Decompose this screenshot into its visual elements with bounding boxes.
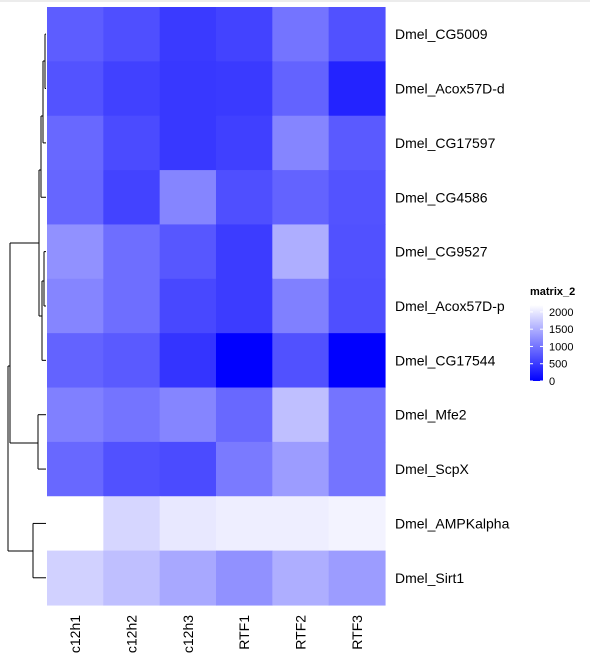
row-label: Dmel_CG9527 — [395, 244, 488, 260]
column-label: c12h1 — [67, 615, 83, 653]
heatmap-cell — [272, 387, 330, 443]
heatmap-cell — [159, 278, 217, 334]
heatmap-cell — [159, 170, 217, 226]
heatmap-cell — [215, 224, 273, 280]
row-label: Dmel_Acox57D-d — [395, 81, 505, 97]
row-labels: Dmel_CG5009 Dmel_Acox57D-d Dmel_CG17597 Dme… — [395, 26, 510, 586]
row-label: Dmel_CG17597 — [395, 135, 496, 151]
heatmap-cell — [103, 7, 161, 62]
heatmap-cell — [215, 278, 273, 334]
heatmap-cell — [47, 550, 104, 606]
legend-tick-label: 0 — [549, 376, 555, 388]
heatmap-cell — [47, 115, 104, 171]
row-label: Dmel_CG5009 — [395, 26, 488, 42]
heatmap-cell — [328, 550, 386, 606]
heatmap-cell — [103, 333, 161, 389]
heatmap-cell — [159, 387, 217, 443]
heatmap-cell — [103, 278, 161, 334]
heatmap-cell — [47, 333, 104, 389]
heatmap-cell — [215, 170, 273, 226]
heatmap-cell — [103, 115, 161, 171]
heatmap-cell — [328, 441, 386, 497]
row-label: Dmel_CG17544 — [395, 352, 496, 368]
heatmap-cell — [215, 61, 273, 117]
row-label: Dmel_Acox57D-p — [395, 298, 505, 314]
row-dendrogram — [7, 33, 46, 579]
row-label: Dmel_AMPKalpha — [395, 515, 510, 531]
heatmap-cell — [215, 496, 273, 552]
legend-ticks: 0 500 1000 1500 2000 — [530, 307, 573, 388]
heatmap-cell — [159, 550, 217, 606]
heatmap-cell — [47, 387, 104, 443]
heatmap-cell — [159, 496, 217, 552]
row-label: Dmel_ScpX — [395, 461, 470, 477]
heatmap-cell — [47, 441, 104, 497]
heatmap-cell — [47, 496, 104, 552]
heatmap-cell — [272, 170, 330, 226]
column-label: RTF2 — [292, 615, 308, 650]
heatmap-cell — [215, 7, 273, 62]
column-label: RTF1 — [236, 615, 252, 650]
heatmap-cell — [272, 278, 330, 334]
color-legend: matrix_2 0 500 1000 1500 2000 — [530, 286, 575, 388]
heatmap-cell — [215, 550, 273, 606]
heatmap-cell — [47, 61, 104, 117]
row-label: Dmel_Mfe2 — [395, 407, 467, 423]
heatmap-cell — [328, 61, 386, 117]
heatmap-cell — [215, 333, 273, 389]
legend-title: matrix_2 — [530, 286, 575, 298]
row-label: Dmel_Sirt1 — [395, 570, 464, 586]
legend-tick-label: 1000 — [549, 341, 573, 353]
heatmap-cells — [47, 7, 386, 606]
legend-tick-label: 2000 — [549, 307, 573, 319]
column-label: c12h2 — [123, 615, 139, 653]
heatmap-cell — [159, 7, 217, 62]
heatmap-cell — [328, 387, 386, 443]
heatmap-cell — [103, 441, 161, 497]
heatmap-cell — [159, 333, 217, 389]
heatmap-cell — [328, 170, 386, 226]
heatmap-cell — [103, 170, 161, 226]
heatmap-cell — [328, 7, 386, 62]
column-label: RTF3 — [349, 615, 365, 650]
legend-tick-label: 500 — [549, 359, 567, 371]
heatmap-cell — [215, 115, 273, 171]
heatmap-cell — [103, 496, 161, 552]
heatmap-cell — [272, 441, 330, 497]
heatmap-cell — [159, 115, 217, 171]
row-label: Dmel_CG4586 — [395, 189, 488, 205]
legend-tick-label: 1500 — [549, 324, 573, 336]
heatmap-cell — [103, 61, 161, 117]
heatmap-cell — [328, 496, 386, 552]
heatmap-cell — [103, 387, 161, 443]
column-label: c12h3 — [180, 615, 196, 653]
heatmap-cell — [272, 115, 330, 171]
heatmap-cell — [159, 441, 217, 497]
heatmap-cell — [328, 224, 386, 280]
heatmap-cell — [47, 278, 104, 334]
heatmap-cell — [215, 387, 273, 443]
heatmap-cell — [272, 224, 330, 280]
heatmap-cell — [272, 7, 330, 62]
heatmap-cell — [272, 61, 330, 117]
heatmap-cell — [272, 496, 330, 552]
heatmap-cell — [159, 224, 217, 280]
legend-color-bar — [530, 305, 543, 381]
column-labels: c12h1 c12h2 c12h3 RTF1 RTF2 RTF3 — [67, 615, 365, 653]
heatmap-cell — [215, 441, 273, 497]
heatmap-cell — [47, 170, 104, 226]
heatmap-cell — [103, 224, 161, 280]
heatmap-cell — [47, 7, 104, 62]
heatmap-cell — [328, 278, 386, 334]
heatmap-cell — [159, 61, 217, 117]
heatmap-cell — [103, 550, 161, 606]
heatmap-cell — [47, 224, 104, 280]
heatmap-cell — [272, 550, 330, 606]
heatmap-cell — [272, 333, 330, 389]
heatmap-cell — [328, 333, 386, 389]
heatmap-cell — [328, 115, 386, 171]
